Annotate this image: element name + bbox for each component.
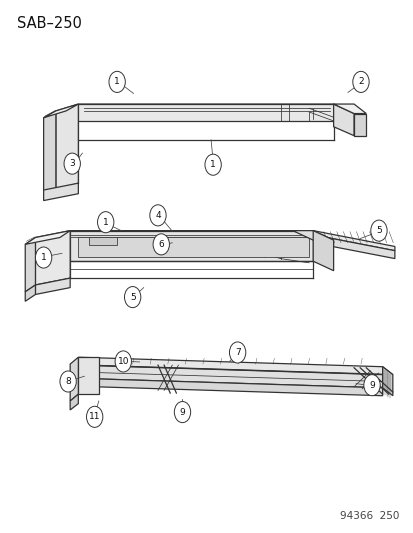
Polygon shape — [333, 104, 353, 136]
Polygon shape — [78, 357, 99, 394]
Text: 5: 5 — [375, 226, 381, 235]
Text: 8: 8 — [65, 377, 71, 386]
Circle shape — [370, 220, 386, 241]
Polygon shape — [43, 111, 56, 197]
Text: 6: 6 — [158, 240, 164, 249]
Polygon shape — [78, 104, 333, 122]
Text: 3: 3 — [69, 159, 75, 168]
Polygon shape — [43, 183, 78, 200]
Circle shape — [204, 154, 221, 175]
Polygon shape — [36, 278, 70, 294]
Text: 2: 2 — [357, 77, 363, 86]
Circle shape — [36, 247, 52, 268]
Circle shape — [115, 351, 131, 372]
Circle shape — [150, 205, 166, 226]
Circle shape — [109, 71, 125, 92]
Text: 7: 7 — [234, 348, 240, 357]
Polygon shape — [313, 231, 333, 271]
Polygon shape — [70, 231, 313, 261]
Polygon shape — [313, 231, 394, 251]
Polygon shape — [78, 378, 382, 395]
Polygon shape — [25, 238, 36, 292]
Polygon shape — [382, 367, 392, 395]
Circle shape — [153, 234, 169, 255]
Polygon shape — [70, 231, 333, 240]
Polygon shape — [70, 357, 78, 401]
Text: 1: 1 — [102, 217, 108, 227]
Polygon shape — [78, 238, 309, 257]
Circle shape — [229, 342, 245, 363]
Circle shape — [86, 406, 102, 427]
Polygon shape — [78, 104, 353, 114]
Text: 10: 10 — [117, 357, 129, 366]
Polygon shape — [70, 394, 78, 410]
Circle shape — [97, 212, 114, 233]
Text: 4: 4 — [155, 211, 160, 220]
Polygon shape — [70, 235, 313, 238]
Text: 94366  250: 94366 250 — [339, 511, 398, 521]
Polygon shape — [25, 231, 70, 244]
Circle shape — [363, 375, 379, 395]
Polygon shape — [36, 231, 70, 285]
Polygon shape — [43, 104, 78, 118]
Polygon shape — [313, 235, 394, 259]
Polygon shape — [78, 357, 392, 375]
Polygon shape — [333, 104, 366, 114]
Polygon shape — [25, 285, 36, 301]
Polygon shape — [353, 114, 366, 136]
Polygon shape — [292, 231, 333, 240]
Text: 1: 1 — [40, 253, 46, 262]
Text: 1: 1 — [114, 77, 120, 86]
Text: 9: 9 — [179, 408, 185, 417]
Text: 9: 9 — [368, 381, 374, 390]
Text: SAB–250: SAB–250 — [17, 16, 82, 31]
Text: 5: 5 — [129, 293, 135, 302]
Polygon shape — [78, 365, 382, 388]
Circle shape — [174, 401, 190, 423]
Text: 1: 1 — [210, 160, 216, 169]
Polygon shape — [56, 104, 78, 190]
Circle shape — [60, 371, 76, 392]
Circle shape — [352, 71, 368, 92]
Text: 11: 11 — [89, 413, 100, 421]
Circle shape — [64, 153, 80, 174]
Circle shape — [124, 287, 140, 308]
Polygon shape — [88, 238, 117, 245]
